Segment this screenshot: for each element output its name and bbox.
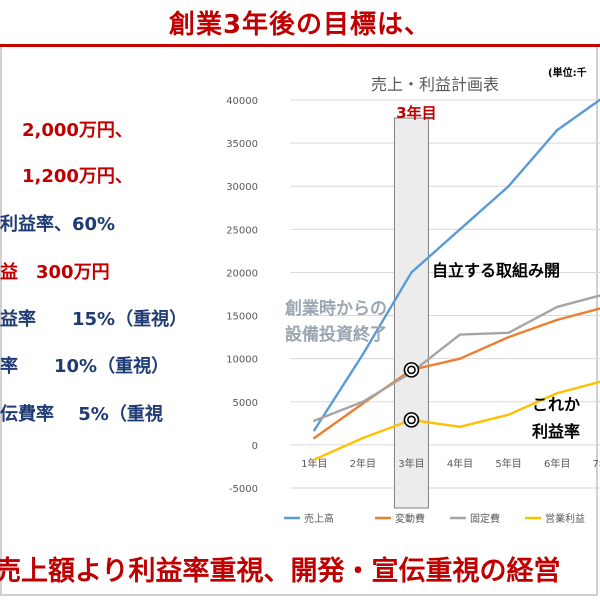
- y-tick-label: -5000: [229, 484, 258, 495]
- goal-item: 利益率、60%: [0, 214, 116, 235]
- data-point: [313, 429, 316, 432]
- x-tick-label: 3年目: [398, 457, 424, 470]
- highlight-label: 3年目: [396, 104, 436, 122]
- annotation-profit: これか: [532, 395, 580, 414]
- y-tick-label: 0: [252, 441, 258, 452]
- annotation-setup: 設備投資終了: [285, 324, 387, 345]
- target-marker-dot: [407, 365, 416, 375]
- legend-label: 営業利益: [545, 512, 585, 525]
- legend-label: 売上高: [304, 512, 334, 525]
- x-tick-label: 4年目: [447, 457, 473, 470]
- target-marker-ring: [403, 412, 420, 428]
- goal-item: 伝費率 5%（重視: [0, 404, 163, 425]
- data-point: [458, 425, 462, 428]
- data-point: [410, 271, 413, 274]
- data-point: [313, 419, 316, 422]
- y-tick-label: 5000: [233, 398, 258, 409]
- y-tick-label: 15000: [226, 312, 258, 323]
- legend-label: 固定費: [470, 512, 500, 525]
- data-point: [361, 353, 365, 356]
- goal-list: 2,000万円、 1,200万円、 利益率、60% 益 300万円 益率 15%…: [0, 100, 230, 430]
- plan-chart: 売上・利益計画表 (単位:千 3年目 40000 35000 30000 25000 2…: [226, 66, 600, 525]
- goal-item: 率 10%（重視）: [0, 356, 170, 377]
- x-tick-label: 6年目: [544, 457, 570, 470]
- chart-unit-note: (単位:千: [548, 66, 587, 79]
- header-banner: 創業3年後の目標は、: [0, 0, 600, 47]
- y-tick-label: 30000: [226, 182, 258, 193]
- goal-item: 益率 15%（重視）: [0, 309, 188, 330]
- data-point: [555, 318, 559, 322]
- y-tick-label: 40000: [226, 96, 258, 107]
- x-tick-label: 5年目: [495, 457, 521, 470]
- y-tick-label: 25000: [226, 225, 258, 236]
- data-point: [555, 128, 559, 132]
- data-point: [313, 436, 316, 440]
- data-point: [507, 185, 510, 188]
- page-title: 創業3年後の目標は、: [168, 9, 432, 40]
- footer-banner: 売上額より利益率重視、開発・宣伝重視の経営: [0, 540, 600, 596]
- data-point: [361, 400, 365, 403]
- data-point: [555, 391, 559, 395]
- data-point: [458, 228, 462, 231]
- annotation-profit: 利益率: [532, 422, 580, 441]
- y-tick-label: 35000: [226, 139, 258, 150]
- goal-item: 2,000万円、: [22, 120, 133, 141]
- chart-title: 売上・利益計画表: [371, 75, 499, 94]
- target-marker-dot: [407, 415, 416, 425]
- x-tick-label: 7年目: [593, 457, 600, 470]
- target-marker-ring: [403, 362, 420, 378]
- footer-text: 売上額より利益率重視、開発・宣伝重視の経営: [0, 555, 561, 587]
- data-point: [458, 333, 462, 336]
- data-point: [507, 413, 510, 416]
- goal-item: 益 300万円: [0, 262, 110, 283]
- data-point: [507, 335, 510, 339]
- highlight-band: [393, 117, 429, 509]
- legend-label: 変動費: [395, 512, 425, 525]
- data-point: [458, 357, 462, 360]
- annotation-independent: 自立する取組み開: [432, 261, 560, 280]
- data-point: [555, 305, 559, 309]
- data-point: [361, 436, 365, 440]
- y-tick-label: 10000: [226, 355, 258, 366]
- data-point: [313, 458, 316, 461]
- goal-item: 1,200万円、: [22, 166, 133, 187]
- annotation-setup: 創業時からの: [284, 298, 387, 319]
- y-tick-label: 20000: [226, 268, 258, 279]
- x-tick-label: 1年目: [301, 457, 327, 470]
- x-tick-label: 2年目: [350, 457, 376, 470]
- data-point: [507, 331, 510, 334]
